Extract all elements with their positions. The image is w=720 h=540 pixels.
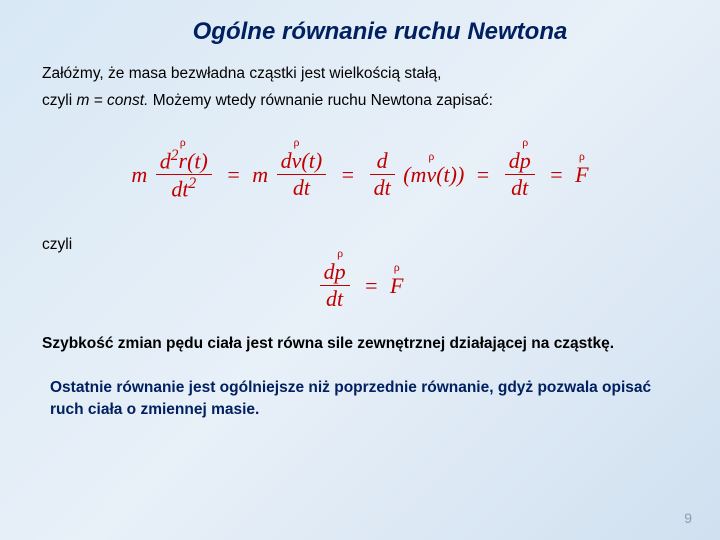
- statement: Szybkość zmian pędu ciała jest równa sil…: [42, 333, 678, 355]
- eq-sign-5: =: [358, 273, 384, 299]
- vec-F: F: [575, 162, 588, 188]
- vec-F2: F: [390, 273, 403, 299]
- dv-t: (t): [301, 148, 322, 173]
- vec-p2: p: [335, 260, 346, 284]
- ddt-den: dt: [370, 175, 395, 200]
- slide-title: Ogólne równanie ruchu Newtona: [42, 18, 678, 46]
- frac-d2r: d2r(t) dt2: [156, 148, 212, 202]
- vec-p: p: [520, 149, 531, 173]
- vec-v2: v: [426, 162, 436, 188]
- eq-sign-1: =: [220, 162, 246, 188]
- dp2-den: dt: [320, 286, 350, 311]
- dp2-d: d: [324, 259, 335, 284]
- eq-m2: m: [252, 162, 268, 188]
- intro-line-1: Załóżmy, że masa bezwładna cząstki jest …: [42, 64, 678, 85]
- frac-dv: dv(t) dt: [277, 149, 327, 200]
- mv-a: (m: [403, 162, 426, 187]
- eq-sign-4: =: [543, 162, 569, 188]
- d2r-den-sup: 2: [189, 175, 197, 192]
- main-equation: m d2r(t) dt2 = m dv(t) dt = d dt (mv(t))…: [42, 148, 678, 202]
- ddt-num: d: [370, 149, 395, 175]
- intro-line-2b: Możemy wtedy równanie ruchu Newtona zapi…: [148, 92, 493, 109]
- mv-c: (t)): [436, 162, 464, 187]
- eq-sign-2: =: [335, 162, 361, 188]
- intro-line-2a: czyli: [42, 92, 76, 109]
- final-para: Ostatnie równanie jest ogólniejsze niż p…: [50, 377, 678, 420]
- intro-line-2: czyli m = const. Możemy wtedy równanie r…: [42, 91, 678, 112]
- vec-v: v: [292, 149, 302, 173]
- d2r-sup: 2: [171, 147, 179, 164]
- dp-den: dt: [505, 175, 535, 200]
- d2r-den: dt: [171, 177, 188, 202]
- frac-dp: dp dt: [505, 149, 535, 200]
- frac-ddt: d dt: [370, 149, 395, 200]
- vec-r: r: [179, 149, 188, 173]
- intro-const: m = const.: [76, 92, 148, 109]
- dp-d: d: [509, 148, 520, 173]
- mv-group: (mv(t)): [403, 162, 464, 188]
- eq-sign-3: =: [470, 162, 496, 188]
- eq-m: m: [131, 162, 147, 188]
- secondary-equation: dp dt = F: [42, 260, 678, 311]
- dv-d: d: [281, 148, 292, 173]
- d2r-d: d: [160, 148, 171, 173]
- czyli-label: czyli: [42, 236, 678, 254]
- dv-den: dt: [277, 175, 327, 200]
- frac-dp2: dp dt: [320, 260, 350, 311]
- d2r-t: (t): [187, 148, 208, 173]
- page-number: 9: [684, 510, 692, 526]
